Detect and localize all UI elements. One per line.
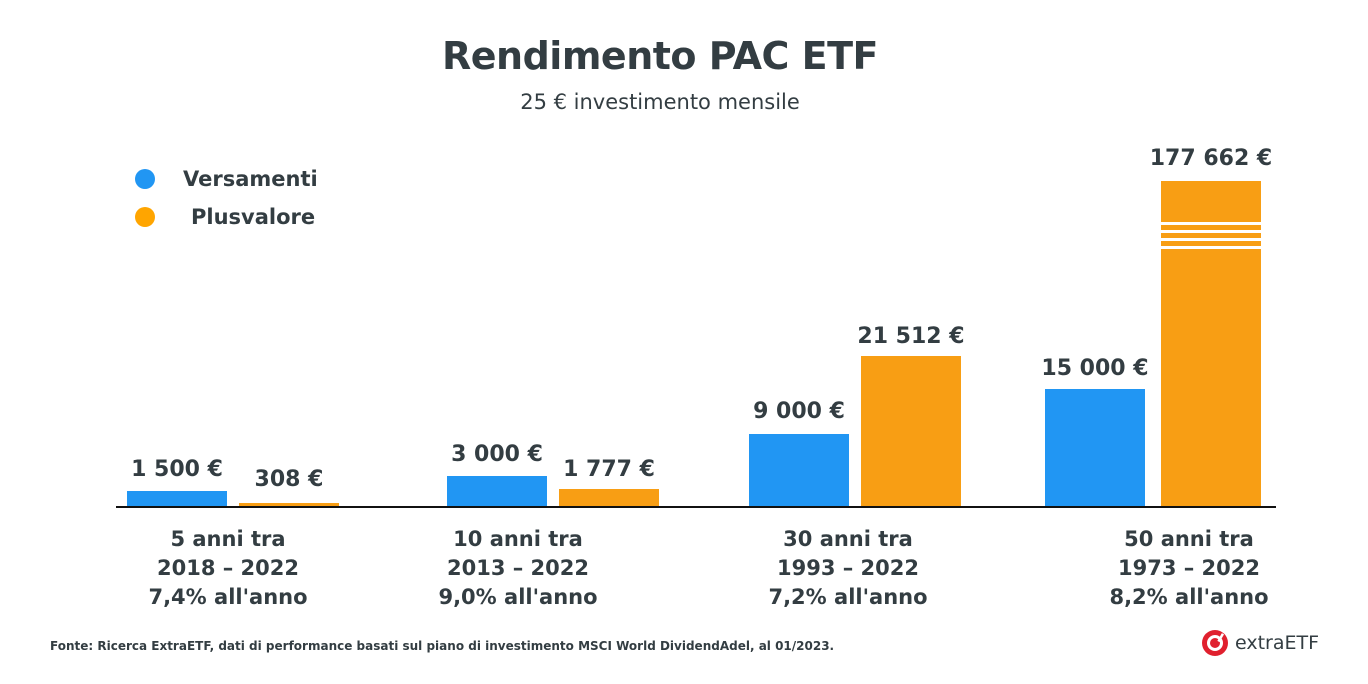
group-label-10y: 10 anni tra 2013 – 2022 9,0% all'anno (388, 525, 648, 612)
source-note: Fonte: Ricerca ExtraETF, dati di perform… (50, 639, 835, 653)
group-label-line: 7,2% all'anno (768, 585, 928, 609)
bar-label-plusvalore-50y: 177 662 € (1149, 146, 1273, 171)
bar-versamenti-10y (447, 476, 547, 506)
group-label-line: 8,2% all'anno (1109, 585, 1269, 609)
x-axis-line (116, 506, 1276, 508)
chart-subtitle: 25 € investimento mensile (520, 90, 800, 114)
legend-label-plusvalore: Plusvalore (191, 205, 316, 229)
bar-label-versamenti-5y: 1 500 € (131, 457, 223, 482)
group-label-line: 1973 – 2022 (1117, 556, 1261, 580)
bar-label-versamenti-10y: 3 000 € (451, 442, 543, 467)
bar-label-plusvalore-5y: 308 € (254, 467, 324, 492)
extraetf-logo-icon (1202, 630, 1228, 656)
bar-plusvalore-30y (861, 356, 961, 506)
bar-versamenti-30y (749, 434, 849, 506)
extraetf-logo: extraETF (1201, 629, 1319, 657)
bar-plusvalore-10y (559, 489, 659, 506)
group-label-line: 7,4% all'anno (148, 585, 308, 609)
group-label-5y: 5 anni tra 2018 – 2022 7,4% all'anno (98, 525, 358, 612)
group-label-line: 1993 – 2022 (776, 556, 920, 580)
bar-label-versamenti-50y: 15 000 € (1041, 356, 1149, 381)
axis-break-line (1161, 238, 1261, 241)
axis-break-line (1161, 230, 1261, 233)
group-label-line: 2018 – 2022 (156, 556, 300, 580)
axis-break-line (1161, 222, 1261, 225)
logo-text: extraETF (1235, 632, 1320, 654)
axis-break-line (1161, 246, 1261, 249)
group-label-line: 50 anni tra (1124, 527, 1254, 551)
group-label-line: 9,0% all'anno (438, 585, 598, 609)
legend-dot-orange-icon (135, 207, 155, 227)
bar-plusvalore-50y (1161, 181, 1261, 506)
group-label-50y: 50 anni tra 1973 – 2022 8,2% all'anno (1059, 525, 1319, 612)
bar-label-plusvalore-30y: 21 512 € (857, 324, 965, 349)
bar-plusvalore-5y (239, 503, 339, 506)
group-label-line: 30 anni tra (783, 527, 913, 551)
chart-title: Rendimento PAC ETF (442, 34, 878, 78)
group-label-line: 2013 – 2022 (446, 556, 590, 580)
group-label-line: 5 anni tra (170, 527, 286, 551)
legend-dot-blue-icon (135, 169, 155, 189)
bar-versamenti-5y (127, 491, 227, 506)
bar-label-versamenti-30y: 9 000 € (753, 399, 845, 424)
legend-item-versamenti: Versamenti (135, 167, 318, 191)
bar-versamenti-50y (1045, 389, 1145, 506)
legend-label-versamenti: Versamenti (183, 167, 318, 191)
group-label-line: 10 anni tra (453, 527, 583, 551)
group-label-30y: 30 anni tra 1993 – 2022 7,2% all'anno (718, 525, 978, 612)
legend-item-plusvalore: Plusvalore (135, 205, 315, 229)
bar-label-plusvalore-10y: 1 777 € (563, 457, 655, 482)
